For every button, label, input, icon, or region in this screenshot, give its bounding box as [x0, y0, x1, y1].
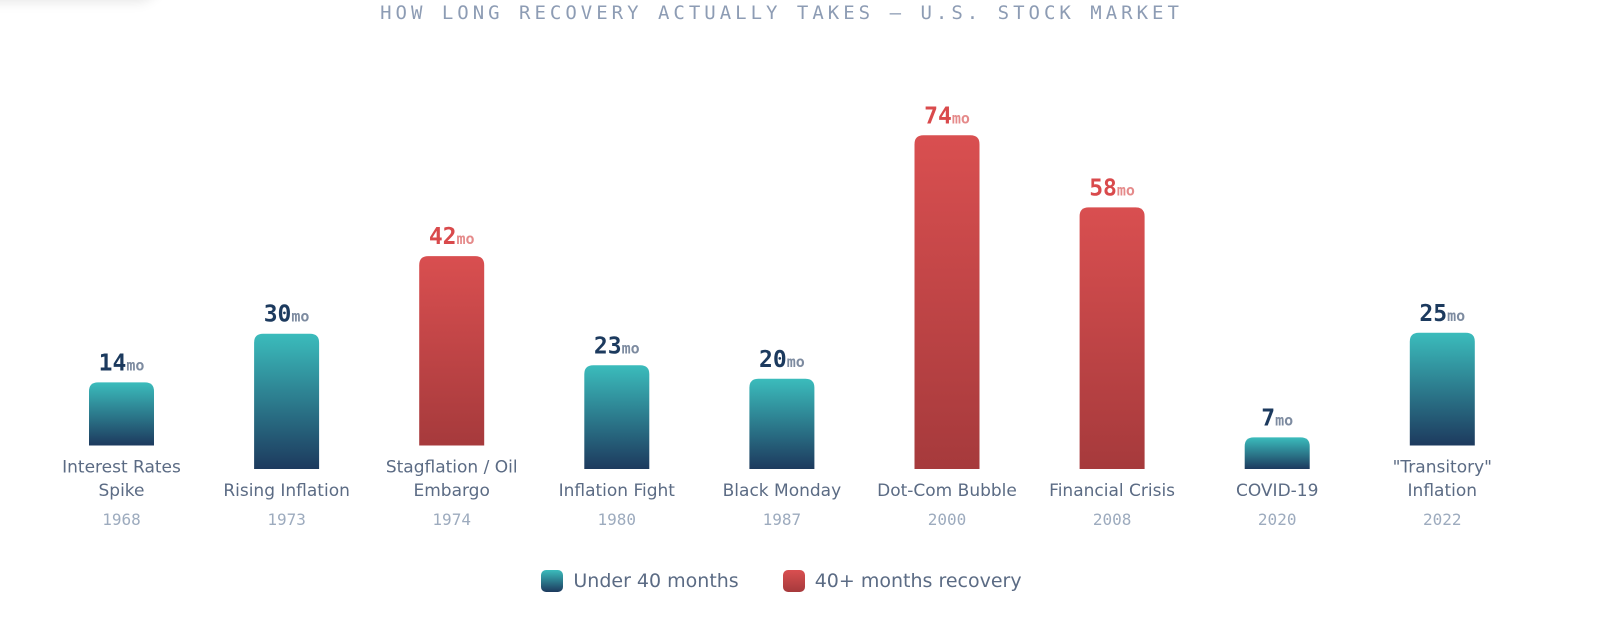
category-label: Black Monday: [723, 481, 842, 501]
year-label: 1968: [102, 510, 141, 529]
value-unit: mo: [457, 230, 475, 248]
value-number: 74: [924, 103, 952, 129]
year-label: 2000: [928, 510, 967, 529]
chart-title: HOW LONG RECOVERY ACTUALLY TAKES — U.S. …: [380, 2, 1183, 24]
bar: [584, 365, 650, 469]
value-number: 23: [594, 333, 622, 359]
bar: [419, 256, 485, 446]
legend-label-under-40: Under 40 months: [573, 570, 739, 592]
year-label: 1973: [267, 510, 306, 529]
value-label: 58mo: [1089, 175, 1135, 201]
value-number: 7: [1261, 405, 1275, 431]
category-label: Dot-Com Bubble: [877, 481, 1017, 501]
year-label: 2008: [1093, 510, 1132, 529]
bar-group: 25mo "Transitory" Inflation 2022: [1393, 301, 1492, 529]
value-number: 25: [1419, 301, 1447, 327]
bar-group: 7mo COVID-19 2020: [1236, 405, 1318, 529]
chart-legend: Under 40 months 40+ months recovery: [0, 570, 1563, 592]
value-number: 42: [429, 224, 457, 250]
category-label: Financial Crisis: [1049, 481, 1175, 501]
bar-group: 23mo Inflation Fight 1980: [559, 333, 676, 529]
category-label: Rising Inflation: [223, 481, 350, 501]
value-label: 30mo: [264, 302, 310, 328]
bar-group: 20mo Black Monday 1987: [723, 347, 842, 529]
bar: [1079, 207, 1145, 470]
year-label: 1987: [763, 510, 802, 529]
category-label: Inflation Fight: [559, 481, 676, 501]
category-label: Stagflation / Oil: [386, 458, 518, 478]
bar: [254, 333, 320, 469]
value-label: 14mo: [99, 350, 145, 376]
value-label: 42mo: [429, 224, 475, 250]
bar-group: 74mo Dot-Com Bubble 2000: [877, 103, 1017, 529]
bar: [1409, 332, 1475, 446]
value-number: 14: [99, 350, 127, 376]
legend-swatch-40-plus: [782, 570, 805, 592]
value-label: 25mo: [1419, 301, 1465, 327]
legend-item-40-plus: 40+ months recovery: [782, 570, 1022, 592]
value-label: 23mo: [594, 333, 640, 359]
value-number: 30: [264, 302, 292, 328]
value-label: 74mo: [924, 103, 970, 129]
bar-group: 14mo Interest Rates Spike 1968: [62, 350, 181, 529]
category-label: Inflation: [1408, 481, 1477, 501]
value-unit: mo: [1447, 307, 1465, 325]
value-label: 20mo: [759, 347, 805, 373]
category-label: Interest Rates: [62, 458, 181, 478]
category-label: "Transitory": [1393, 458, 1492, 478]
value-unit: mo: [622, 339, 640, 357]
value-unit: mo: [952, 109, 970, 127]
value-unit: mo: [126, 356, 144, 374]
bar: [749, 378, 815, 469]
bar: [914, 135, 980, 469]
year-label: 1980: [598, 510, 637, 529]
bar-group: 58mo Financial Crisis 2008: [1049, 175, 1175, 529]
category-label: COVID-19: [1236, 481, 1318, 501]
year-label: 2022: [1423, 510, 1462, 529]
category-label: Spike: [98, 481, 144, 501]
value-number: 20: [759, 347, 787, 373]
bar-group: 30mo Rising Inflation 1973: [223, 302, 350, 529]
value-unit: mo: [1117, 181, 1135, 199]
bar-group: 42mo Stagflation / Oil Embargo 1974: [386, 224, 518, 529]
year-label: 1974: [432, 510, 471, 529]
value-unit: mo: [1275, 411, 1293, 429]
year-label: 2020: [1258, 510, 1297, 529]
value-unit: mo: [787, 353, 805, 371]
value-number: 58: [1089, 175, 1117, 201]
legend-item-under-40: Under 40 months: [541, 570, 739, 592]
bar: [89, 382, 154, 446]
legend-label-40-plus: 40+ months recovery: [814, 570, 1022, 592]
bar: [1244, 437, 1310, 469]
value-unit: mo: [291, 308, 309, 326]
category-label: Embargo: [413, 481, 489, 501]
value-label: 7mo: [1261, 405, 1293, 431]
legend-swatch-under-40: [541, 570, 564, 592]
